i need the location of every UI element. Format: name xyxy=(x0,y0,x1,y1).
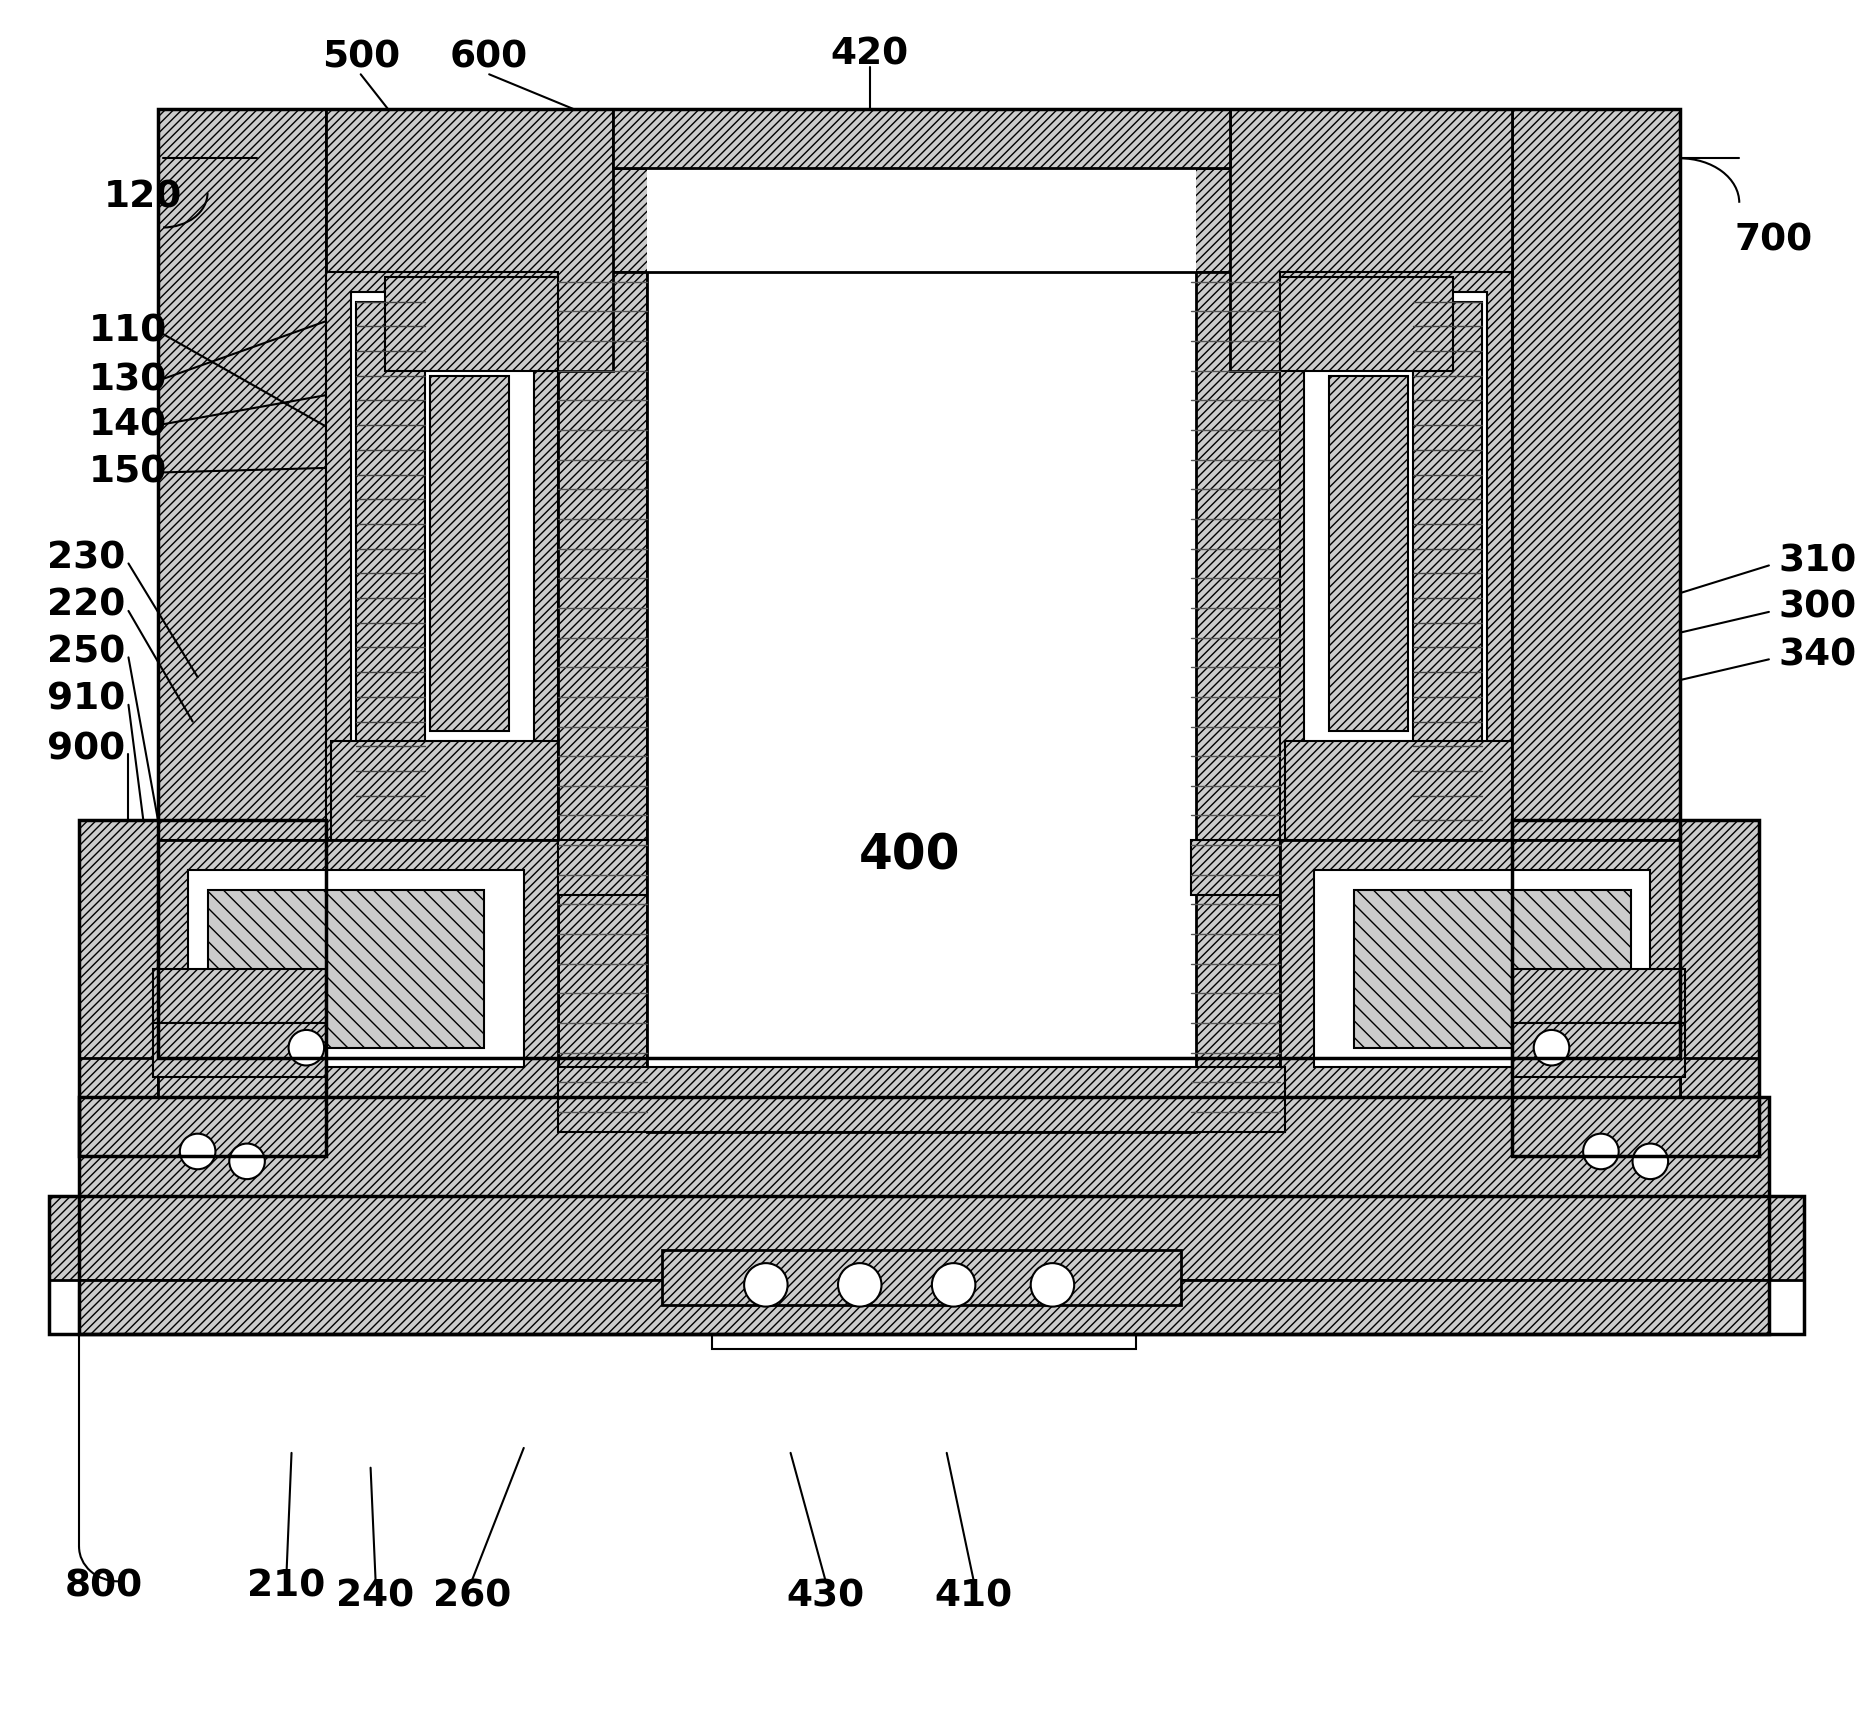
Circle shape xyxy=(1632,1144,1667,1180)
Bar xyxy=(1284,742,1512,840)
Circle shape xyxy=(1533,1029,1570,1065)
Text: 340: 340 xyxy=(1779,638,1858,674)
Text: 430: 430 xyxy=(786,1578,864,1614)
Bar xyxy=(1512,968,1684,1023)
Bar xyxy=(49,1195,1804,1279)
Bar xyxy=(159,109,327,1057)
Circle shape xyxy=(230,1144,265,1180)
Bar xyxy=(49,1195,1804,1334)
Bar xyxy=(153,968,327,1023)
Bar xyxy=(558,1067,1284,1132)
Bar xyxy=(1413,301,1482,811)
Bar xyxy=(663,1250,1182,1305)
Text: 210: 210 xyxy=(248,1568,325,1604)
Bar xyxy=(558,272,648,1132)
Bar xyxy=(648,272,1195,1132)
Text: 220: 220 xyxy=(47,588,125,624)
Text: 800: 800 xyxy=(65,1568,144,1604)
Bar xyxy=(612,109,1230,168)
Bar xyxy=(159,109,1680,1057)
Bar xyxy=(1329,376,1408,732)
Bar xyxy=(327,272,558,840)
Bar xyxy=(1305,292,1488,821)
Bar xyxy=(1191,272,1279,1132)
Bar xyxy=(1512,109,1680,1057)
Circle shape xyxy=(1583,1134,1619,1170)
Bar xyxy=(330,742,558,840)
Text: 500: 500 xyxy=(321,39,400,75)
Circle shape xyxy=(179,1134,215,1170)
Bar xyxy=(78,821,327,1156)
Bar xyxy=(78,1098,1768,1334)
Bar xyxy=(429,376,510,732)
Bar xyxy=(711,1305,1137,1349)
Text: 240: 240 xyxy=(336,1578,414,1614)
Bar xyxy=(189,870,525,1067)
Text: 140: 140 xyxy=(90,407,166,443)
Bar xyxy=(153,1023,327,1077)
Bar xyxy=(558,1132,1284,1187)
Bar xyxy=(78,1098,1768,1250)
Text: 300: 300 xyxy=(1779,590,1858,626)
Bar xyxy=(327,272,1512,1062)
Text: 230: 230 xyxy=(47,540,125,576)
Circle shape xyxy=(932,1264,975,1306)
Bar xyxy=(1230,109,1512,371)
Text: 900: 900 xyxy=(47,732,125,768)
Text: 310: 310 xyxy=(1779,544,1858,580)
Text: 410: 410 xyxy=(934,1578,1012,1614)
Bar xyxy=(78,1279,1768,1334)
Bar xyxy=(1512,821,1759,1098)
Bar xyxy=(558,840,648,894)
Bar xyxy=(1191,840,1279,894)
Bar xyxy=(648,168,1195,272)
Text: 600: 600 xyxy=(450,39,528,75)
Bar xyxy=(159,840,327,1057)
Text: 150: 150 xyxy=(90,455,168,491)
Bar xyxy=(1279,840,1680,1098)
Bar xyxy=(663,1250,1182,1305)
Bar xyxy=(1557,860,1656,1038)
Bar xyxy=(351,292,534,821)
Circle shape xyxy=(1031,1264,1074,1306)
Circle shape xyxy=(838,1264,881,1306)
Bar xyxy=(385,277,558,371)
Bar xyxy=(612,109,1230,168)
Text: 910: 910 xyxy=(47,682,125,718)
Bar xyxy=(207,889,484,1048)
Bar xyxy=(1279,272,1512,840)
Circle shape xyxy=(745,1264,788,1306)
Bar xyxy=(159,109,1680,272)
Bar xyxy=(612,1187,1225,1250)
Bar xyxy=(1512,1023,1684,1077)
Bar xyxy=(159,840,558,1098)
Text: 400: 400 xyxy=(859,831,960,879)
Text: 420: 420 xyxy=(831,36,909,72)
Circle shape xyxy=(289,1029,325,1065)
Bar xyxy=(192,860,291,1038)
Text: 260: 260 xyxy=(433,1578,512,1614)
Bar xyxy=(357,301,426,811)
Text: 130: 130 xyxy=(90,363,168,398)
Bar xyxy=(1512,821,1759,1156)
Bar xyxy=(327,109,612,371)
Text: 120: 120 xyxy=(105,180,181,215)
Bar xyxy=(1314,870,1650,1067)
Text: 110: 110 xyxy=(90,313,168,349)
Bar xyxy=(1512,840,1680,1057)
Bar xyxy=(1279,277,1453,371)
Bar xyxy=(1680,1057,1759,1117)
Text: 250: 250 xyxy=(47,634,125,670)
Bar xyxy=(78,1057,159,1117)
Bar xyxy=(78,821,327,1098)
Bar xyxy=(1354,889,1630,1048)
Text: 700: 700 xyxy=(1734,222,1813,258)
